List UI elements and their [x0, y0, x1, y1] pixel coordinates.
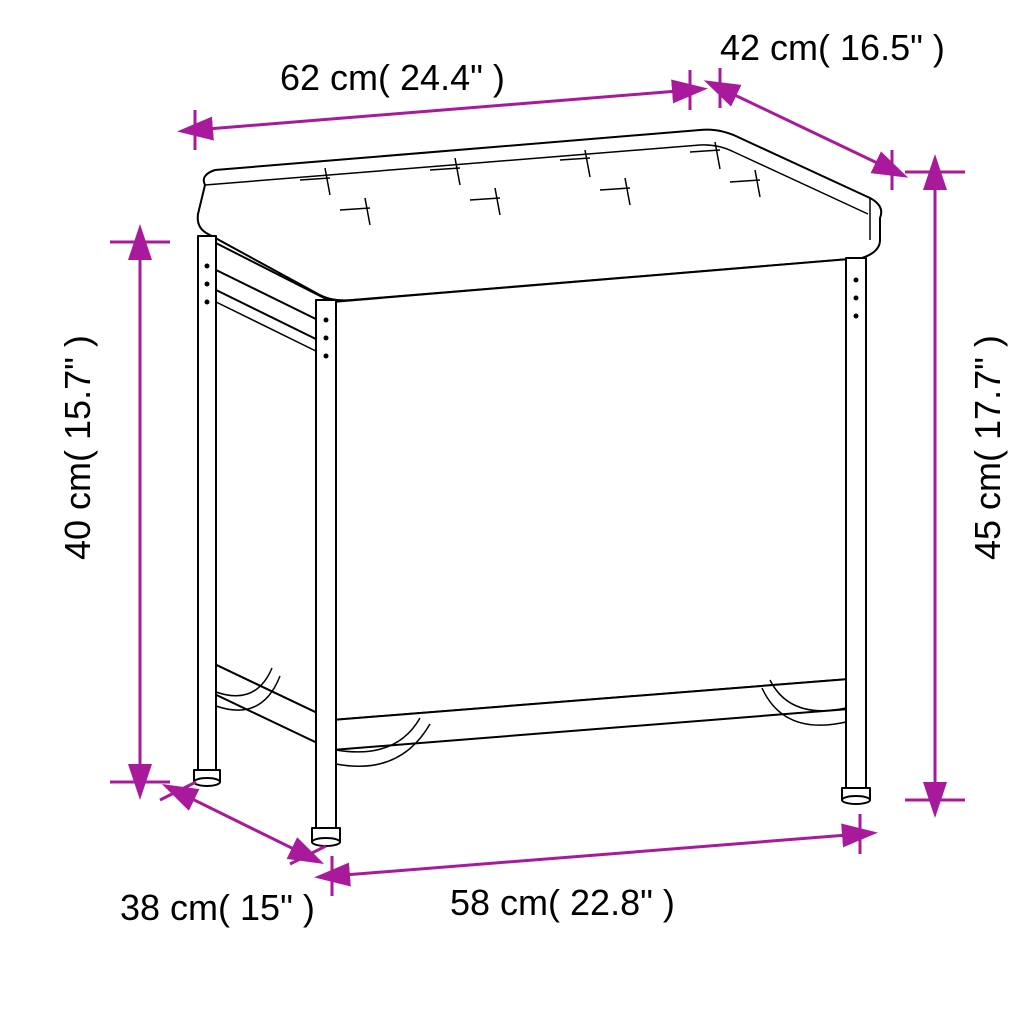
label-top-depth: 42 cm( 16.5" ) — [720, 27, 945, 68]
label-bottom-depth: 38 cm( 15" ) — [120, 887, 315, 928]
dimension-diagram: 62 cm( 24.4" ) 42 cm( 16.5" ) 40 cm( 15.… — [0, 0, 1024, 1024]
dim-left-height — [110, 242, 170, 782]
label-bottom-width: 58 cm( 22.8" ) — [450, 882, 675, 923]
dim-right-height — [905, 172, 965, 800]
label-right-height: 45 cm( 17.7" ) — [967, 335, 1008, 560]
label-top-width: 62 cm( 24.4" ) — [280, 57, 505, 98]
label-left-height: 40 cm( 15.7" ) — [57, 335, 98, 560]
dim-bottom-depth — [160, 782, 326, 864]
bench-drawing — [194, 130, 881, 846]
